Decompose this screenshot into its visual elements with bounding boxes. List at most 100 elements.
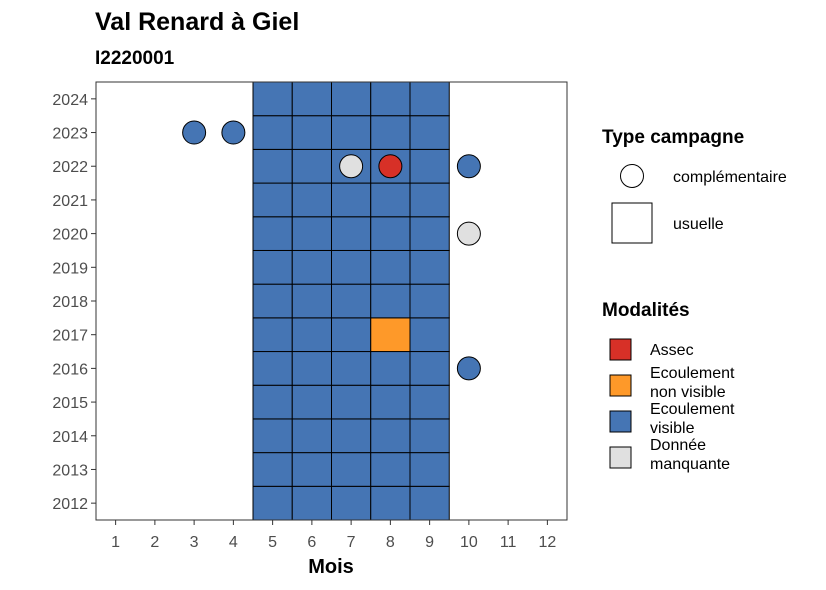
usuelle-tile-2018-6	[291, 283, 332, 319]
usuelle-tile-2016-6	[291, 351, 332, 386]
usuelle-tile-2023-5	[252, 115, 293, 150]
usuelle-tile-2017-7	[331, 317, 372, 353]
usuelle-tile-2021-8	[370, 182, 411, 218]
usuelle-tile-2023-9	[409, 115, 450, 150]
usuelle-tile-2014-9	[409, 418, 450, 454]
usuelle-tile-2018-7	[331, 283, 372, 319]
usuelle-tile-2022-5	[252, 148, 293, 184]
complementaire-point-2022-8	[378, 154, 403, 179]
usuelle-tile-2014-5	[252, 418, 293, 454]
usuelle-tile-2021-7	[331, 182, 372, 218]
usuelle-tile-2024-5	[252, 81, 293, 117]
y-tick-label-2020: 2020	[52, 227, 88, 244]
usuelle-tile-2018-5	[252, 283, 293, 319]
usuelle-tile-2019-7	[331, 249, 372, 285]
usuelle-tile-2019-9	[409, 249, 450, 285]
legend-type-title: Type campagne	[602, 127, 744, 148]
legend-type-label-usuelle: usuelle	[673, 216, 724, 233]
x-axis: 1 2 3 4 5 6 7 8 9 10 11 12	[111, 520, 556, 551]
legend-type-label-complementaire: complémentaire	[673, 169, 787, 186]
x-tick-label-2: 2	[150, 534, 159, 551]
usuelle-tile-2012-6	[291, 485, 332, 521]
x-tick-label-3: 3	[190, 534, 199, 551]
complementaire-points	[182, 120, 481, 381]
legend-swatch-donnee-manquante	[609, 446, 632, 469]
usuelle-tile-2020-9	[409, 216, 450, 251]
y-tick-label-2013: 2013	[52, 462, 88, 479]
usuelle-tile-2020-7	[331, 216, 372, 251]
complementaire-point-2023-3	[182, 120, 207, 145]
usuelle-tile-2017-5	[252, 317, 293, 353]
usuelle-tile-2017-6	[291, 317, 332, 353]
usuelle-tile-2021-6	[291, 182, 332, 218]
usuelle-tile-2014-8	[370, 418, 411, 454]
chart-subtitle: I2220001	[95, 48, 175, 69]
usuelle-tile-2020-8	[370, 216, 411, 251]
x-tick-label-1: 1	[111, 534, 120, 551]
usuelle-tile-2012-5	[252, 485, 293, 521]
x-tick-label-9: 9	[425, 534, 434, 551]
usuelle-tile-2024-7	[331, 81, 372, 117]
usuelle-tile-2013-5	[252, 452, 293, 487]
usuelle-tile-2013-7	[331, 452, 372, 487]
complementaire-point-2023-4	[221, 120, 246, 145]
usuelle-tile-2024-6	[291, 81, 332, 117]
x-tick-label-7: 7	[347, 534, 356, 551]
usuelle-tile-2017-8	[370, 317, 411, 353]
complementaire-point-2022-7	[339, 154, 364, 179]
usuelle-tile-2021-5	[252, 182, 293, 218]
usuelle-tile-2013-6	[291, 452, 332, 487]
legend-swatch-assec	[609, 338, 632, 361]
usuelle-tile-2018-8	[370, 283, 411, 319]
x-axis-title: Mois	[308, 556, 354, 578]
usuelle-tile-2012-8	[370, 485, 411, 521]
legend-circle-icon	[620, 164, 644, 188]
usuelle-tile-2021-9	[409, 182, 450, 218]
usuelle-tile-2016-9	[409, 351, 450, 386]
usuelle-tile-2019-6	[291, 249, 332, 285]
y-tick-label-2019: 2019	[52, 260, 88, 277]
usuelle-tile-2015-6	[291, 384, 332, 420]
y-tick-label-2017: 2017	[52, 328, 88, 345]
usuelle-tile-2023-7	[331, 115, 372, 150]
legend-label-ecoulement-non-visible: Ecoulement non visible	[650, 365, 735, 401]
usuelle-tile-2023-8	[370, 115, 411, 150]
usuelle-tile-2024-9	[409, 81, 450, 117]
y-tick-label-2018: 2018	[52, 294, 88, 311]
usuelle-tile-2016-5	[252, 351, 293, 386]
legend-modalites-title: Modalités	[602, 300, 690, 321]
legend-label-assec: Assec	[650, 342, 694, 359]
usuelle-tile-2013-9	[409, 452, 450, 487]
y-tick-label-2023: 2023	[52, 126, 88, 143]
usuelle-tile-2015-8	[370, 384, 411, 420]
usuelle-tile-2022-9	[409, 148, 450, 184]
x-tick-label-4: 4	[229, 534, 238, 551]
complementaire-point-2016-10	[456, 356, 481, 381]
usuelle-tile-2019-5	[252, 249, 293, 285]
x-tick-label-5: 5	[268, 534, 277, 551]
complementaire-point-2020-10	[456, 221, 481, 246]
usuelle-tile-2020-6	[291, 216, 332, 251]
usuelle-tile-2017-9	[409, 317, 450, 353]
y-tick-label-2015: 2015	[52, 395, 88, 412]
usuelle-tile-2012-9	[409, 485, 450, 521]
usuelle-tile-2020-5	[252, 216, 293, 251]
y-axis: 2012 2013 2014 2015 2016 2017 2018 2019 2020 2021…	[52, 92, 96, 513]
usuelle-tile-2014-6	[291, 418, 332, 454]
usuelle-tile-2019-8	[370, 249, 411, 285]
usuelle-tile-2015-7	[331, 384, 372, 420]
x-tick-label-12: 12	[538, 534, 556, 551]
chart-title: Val Renard à Giel	[95, 8, 299, 36]
usuelle-tile-2024-8	[370, 81, 411, 117]
usuelle-tile-2013-8	[370, 452, 411, 487]
complementaire-point-2022-10	[456, 154, 481, 179]
usuelle-tile-2015-5	[252, 384, 293, 420]
x-tick-label-10: 10	[460, 534, 478, 551]
legend-label-ecoulement-visible: Ecoulement visible	[650, 401, 735, 437]
usuelle-tile-2022-6	[291, 148, 332, 184]
usuelle-tile-2016-8	[370, 351, 411, 386]
y-tick-label-2012: 2012	[52, 496, 88, 513]
y-tick-label-2024: 2024	[52, 92, 88, 109]
